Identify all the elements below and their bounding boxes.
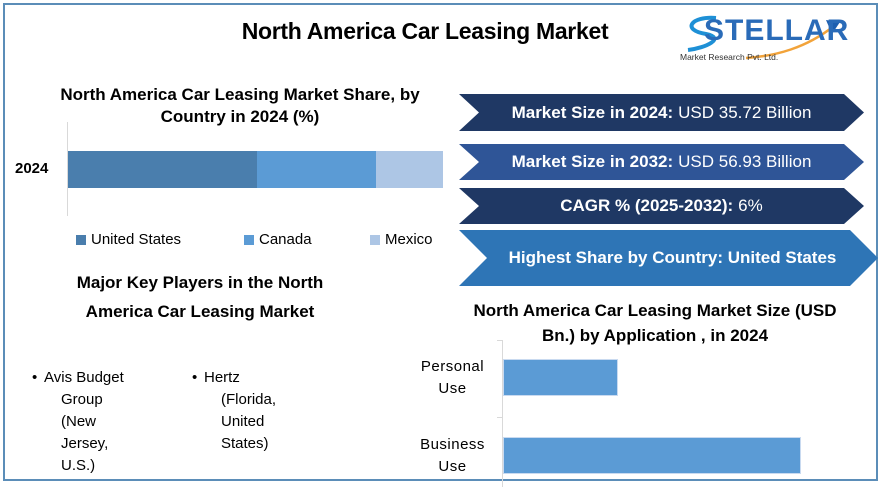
bullet-icon: •: [32, 369, 38, 386]
key-players-title-line1: Major Key Players in the North: [76, 273, 324, 292]
axis-tick: [497, 417, 503, 418]
banner-label: Highest Share by Country: United States: [508, 248, 837, 267]
bar-segment-united-states: [68, 151, 257, 188]
key-players-title: Major Key Players in the North America C…: [40, 268, 360, 326]
banner-market-size-2032: Market Size in 2032: USD 56.93 Billion: [459, 144, 864, 180]
banner-market-size-2024: Market Size in 2024: USD 35.72 Billion: [459, 94, 864, 131]
share-chart-title-line2: Country in 2024 (%): [160, 107, 320, 126]
category-label-personal-use: Personal Use: [405, 356, 500, 400]
key-player-name: Avis Budget: [44, 369, 124, 386]
banner-label: CAGR % (2025-2032):: [560, 196, 734, 215]
application-chart-title-line2: Bn.) by Application , in 2024: [541, 326, 769, 345]
legend-swatch-mexico: [370, 234, 380, 245]
axis-tick: [497, 340, 503, 341]
bar-business-use: [503, 437, 801, 474]
legend-label: Canada: [259, 231, 312, 248]
legend-swatch-us: [76, 234, 86, 245]
infographic-frame: [3, 3, 878, 481]
key-player-name: Hertz: [204, 369, 240, 386]
banner-label: Market Size in 2032:: [511, 152, 674, 171]
banner-label: Market Size in 2024:: [511, 102, 674, 122]
banner-cagr: CAGR % (2025-2032): 6%: [459, 188, 864, 224]
banner-highest-share: Highest Share by Country: United States: [459, 230, 878, 286]
banner-value: 6%: [738, 196, 763, 215]
share-chart-title: North America Car Leasing Market Share, …: [30, 84, 450, 128]
legend-label: United States: [91, 231, 182, 248]
page-title: North America Car Leasing Market: [241, 18, 609, 44]
share-stacked-bar: [68, 151, 443, 188]
key-players-title-line2: America Car Leasing Market: [85, 302, 315, 321]
share-chart-legend: United States Canada Mexico: [76, 231, 456, 251]
category-label-line: Personal: [420, 358, 485, 375]
category-label-line: Use: [438, 458, 467, 475]
key-player-details: Group (New Jersey, U.S.): [61, 391, 109, 474]
share-chart-axis: [67, 122, 68, 216]
banner-value: USD 35.72 Billion: [678, 102, 812, 122]
key-player-hertz: • Hertz (Florida, United States): [192, 367, 322, 457]
application-chart-title: North America Car Leasing Market Size (U…: [455, 298, 855, 348]
legend-item-mexico: Mexico: [370, 231, 433, 248]
bar-segment-canada: [257, 151, 376, 188]
stellar-logo: STELLAR Market Research Pvt. Ltd.: [676, 8, 850, 68]
banner-value: USD 56.93 Billion: [678, 152, 812, 171]
category-label-business-use: Business Use: [405, 434, 500, 478]
legend-swatch-canada: [244, 234, 254, 245]
share-chart-category-label: 2024: [15, 160, 49, 177]
application-chart-axis: [502, 340, 503, 487]
legend-item-canada: Canada: [244, 231, 312, 248]
bar-personal-use: [503, 359, 618, 396]
key-player-avis: • Avis Budget Group (New Jersey, U.S.): [32, 367, 162, 477]
logo-subtitle: Market Research Pvt. Ltd.: [680, 52, 779, 62]
bullet-icon: •: [192, 369, 198, 386]
application-chart-title-line1: North America Car Leasing Market Size (U…: [473, 301, 837, 320]
key-player-details: (Florida, United States): [221, 391, 277, 452]
logo-wordmark: STELLAR: [704, 14, 850, 47]
legend-item-united-states: United States: [76, 231, 181, 248]
logo-swoosh-icon: [687, 15, 840, 60]
category-label-line: Business: [420, 436, 485, 453]
category-label-line: Use: [438, 380, 467, 397]
bar-segment-mexico: [375, 151, 443, 188]
legend-label: Mexico: [385, 231, 433, 248]
share-chart-title-line1: North America Car Leasing Market Share, …: [60, 85, 420, 104]
